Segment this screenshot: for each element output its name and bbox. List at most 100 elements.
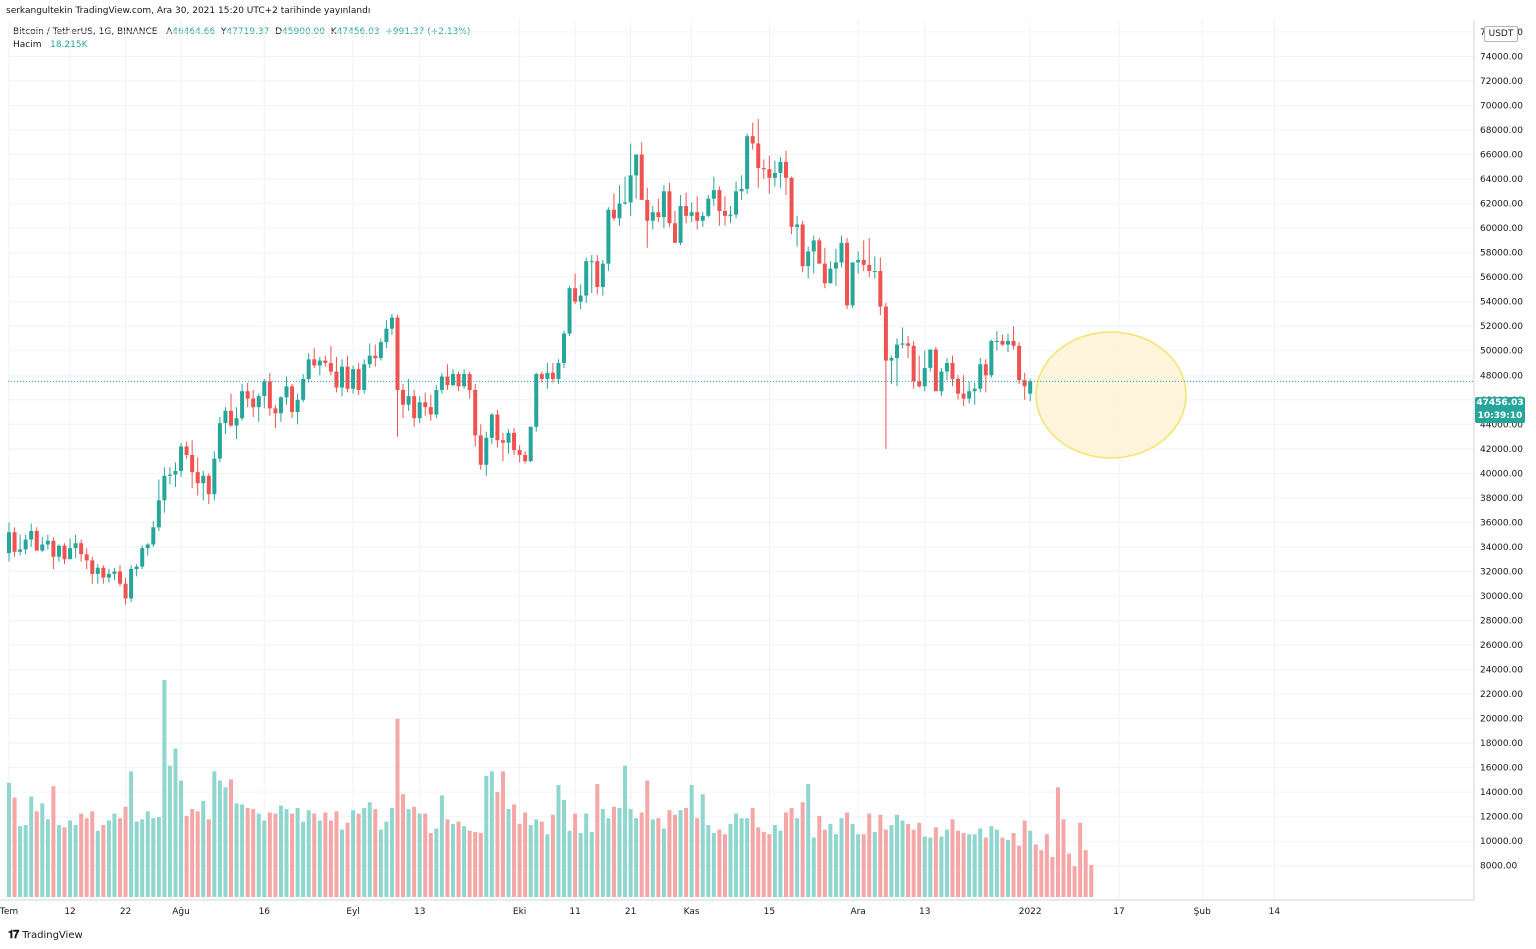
volume-bar xyxy=(678,810,683,897)
volume-bar xyxy=(983,837,988,897)
volume-bar xyxy=(384,821,389,897)
candle-body xyxy=(156,500,161,528)
candle-body xyxy=(728,214,733,216)
price-tick-label: 66000.00 xyxy=(1480,151,1523,161)
volume-bar xyxy=(567,830,572,897)
footer-brand[interactable]: 𝟏𝟕 TradingView xyxy=(8,928,83,942)
time-tick-label: Eyl xyxy=(346,907,360,917)
volume-value: 18.215K xyxy=(50,40,88,50)
volume-bar xyxy=(90,811,95,897)
candle-body xyxy=(29,530,34,540)
candle-body xyxy=(73,543,78,549)
volume-bar xyxy=(317,820,322,897)
volume-bar xyxy=(412,806,417,897)
price-tick-label: 28000.00 xyxy=(1480,617,1523,627)
volume-bar xyxy=(451,823,455,897)
volume-bar xyxy=(34,811,39,897)
candle-body xyxy=(900,343,905,345)
volume-bar xyxy=(978,828,983,897)
price-tick-label: 54000.00 xyxy=(1480,298,1523,308)
candle-body xyxy=(600,263,605,287)
candle-body xyxy=(395,317,400,390)
volume-bar xyxy=(1083,850,1088,897)
price-chart[interactable]: 8000.00 10000.00 12000.00 14000.00 16000.00 1… xyxy=(0,20,1536,920)
candle-body xyxy=(328,363,333,372)
volume-bar xyxy=(800,802,805,897)
volume-bar xyxy=(900,820,905,897)
candle-body xyxy=(56,545,61,557)
volume-bar xyxy=(223,787,228,897)
candle-body xyxy=(134,566,139,570)
volume-bar xyxy=(772,825,777,897)
candle-body xyxy=(162,475,167,501)
price-tick-label: 30000.00 xyxy=(1480,592,1523,602)
volume-bar xyxy=(423,813,428,897)
candle-body xyxy=(256,396,261,408)
candle-body xyxy=(800,224,805,267)
volume-bar xyxy=(256,813,261,897)
candle-body xyxy=(878,271,883,307)
candle-body xyxy=(745,136,750,189)
candle-body xyxy=(362,364,367,390)
candle-body xyxy=(206,475,211,495)
volume-bar xyxy=(467,830,472,897)
candle-body xyxy=(656,212,661,218)
volume-bar xyxy=(539,821,544,897)
candle-body xyxy=(994,340,999,342)
volume-bar xyxy=(328,820,333,897)
candle-body xyxy=(778,161,783,173)
volume-bar xyxy=(650,819,655,897)
price-tick-label: 24000.00 xyxy=(1480,666,1523,676)
volume-bar xyxy=(129,771,134,897)
candle-body xyxy=(428,407,433,415)
volume-bar xyxy=(151,818,156,897)
candle-body xyxy=(90,560,95,574)
volume-bar xyxy=(739,818,744,897)
candle-body xyxy=(340,366,344,388)
volume-bar xyxy=(928,837,933,897)
price-tick-label: 64000.00 xyxy=(1480,175,1523,185)
candle-body xyxy=(179,446,184,471)
volume-bar xyxy=(1033,844,1038,897)
volume-bar xyxy=(95,830,100,897)
volume-bar xyxy=(956,830,961,897)
volume-bar xyxy=(240,804,245,897)
volume-bar xyxy=(634,818,639,897)
candle-body xyxy=(506,432,511,443)
time-tick-label: 13 xyxy=(919,907,930,917)
volume-bar xyxy=(856,834,861,897)
candle-body xyxy=(34,530,39,551)
candle-body xyxy=(822,263,827,284)
volume-bar xyxy=(179,780,184,897)
candle-body xyxy=(462,374,467,387)
candle-body xyxy=(439,376,444,390)
candle-body xyxy=(1011,340,1016,346)
volume-bar xyxy=(689,785,694,897)
time-tick-label: 2022 xyxy=(1019,907,1042,917)
volume-bar xyxy=(517,823,522,897)
volume-bar xyxy=(1017,845,1022,897)
volume-bar xyxy=(889,825,894,897)
currency-unit-badge[interactable]: USDT xyxy=(1484,26,1518,42)
volume-bar xyxy=(18,826,23,897)
volume-bar xyxy=(484,775,489,897)
volume-label[interactable]: Hacim xyxy=(13,40,42,50)
candle-body xyxy=(201,475,206,484)
volume-bar xyxy=(512,804,517,897)
volume-bar xyxy=(306,810,311,897)
volume-bar xyxy=(495,791,500,897)
volume-bar xyxy=(828,823,833,897)
volume-bar xyxy=(478,833,483,897)
volume-bar xyxy=(406,809,411,897)
volume-bar xyxy=(850,823,855,897)
price-tick-label: 26000.00 xyxy=(1480,641,1523,651)
candle-body xyxy=(517,450,522,455)
volume-bar xyxy=(217,780,222,897)
volume-bar xyxy=(795,818,800,897)
price-tick-label: 62000.00 xyxy=(1480,200,1523,210)
volume-bar xyxy=(356,813,361,897)
candle-body xyxy=(7,532,11,554)
volume-bar xyxy=(944,829,949,897)
volume-bar xyxy=(822,829,827,897)
candle-body xyxy=(1006,340,1010,345)
